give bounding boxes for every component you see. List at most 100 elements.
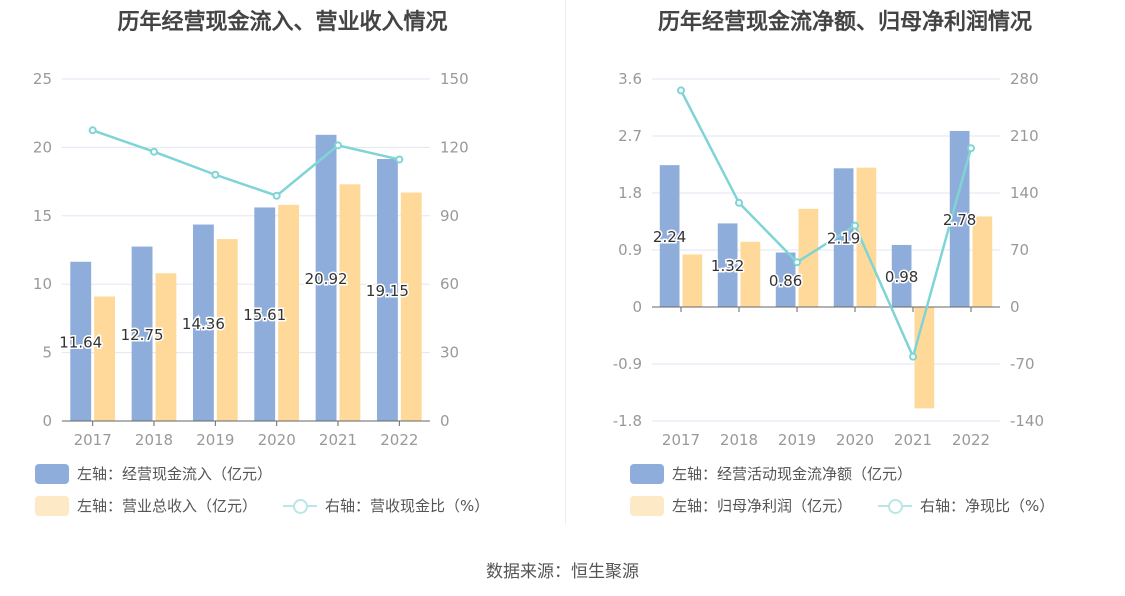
bar-series-2 [682, 254, 703, 307]
right-axis-tick: 280 [1010, 70, 1039, 88]
right-axis-tick: 0 [1010, 298, 1020, 316]
line-point [793, 258, 801, 267]
bar-data-label: 20.92 [305, 270, 348, 288]
right-axis-tick: 70 [1010, 241, 1029, 259]
x-axis-tick-label: 2018 [135, 431, 173, 449]
left-axis-tick: 25 [33, 70, 52, 88]
legend-swatch-orange [35, 495, 69, 516]
legend-label: 右轴：营收现金比（%） [325, 497, 490, 515]
legend-label: 左轴：经营现金流入（亿元） [77, 465, 273, 483]
bar-series-2 [798, 208, 819, 307]
right-axis-tick: 120 [440, 138, 469, 156]
legend-item-ratio[interactable]: 右轴：营收现金比（%） [283, 495, 489, 516]
bar-data-label: 2.78 [943, 211, 976, 229]
left-axis-tick: 15 [33, 207, 52, 225]
left-axis-tick: 0.9 [618, 241, 642, 259]
left-axis-tick: 3.6 [618, 70, 642, 88]
bar-series-1 [833, 168, 854, 307]
bar-series-2 [216, 239, 238, 421]
x-axis-tick-label: 2021 [319, 431, 357, 449]
bar-series-2 [400, 192, 422, 421]
legend-swatch-orange [630, 495, 664, 516]
x-axis-tick-label: 2020 [836, 431, 874, 449]
left-axis-tick: -1.8 [613, 412, 642, 430]
data-source: 数据来源：恒生聚源 [486, 562, 639, 582]
bar-series-1 [659, 165, 680, 307]
right-axis-tick: 140 [1010, 184, 1039, 202]
left-axis-tick: 5 [42, 344, 52, 362]
x-axis-tick-label: 2017 [74, 431, 112, 449]
right-axis-tick: -70 [1010, 355, 1035, 373]
bar-series-1 [315, 134, 337, 422]
x-axis-tick-label: 2017 [662, 431, 700, 449]
right-axis-tick: -140 [1010, 412, 1044, 430]
bar-series-1 [131, 246, 153, 421]
line-point [150, 147, 158, 156]
line-point [334, 141, 342, 150]
x-axis-tick-label: 2022 [380, 431, 418, 449]
legend-label: 右轴：净现比（%） [920, 497, 1055, 515]
legend-item-cash-inflow[interactable]: 左轴：经营现金流入（亿元） [35, 463, 272, 484]
left-axis-tick: 10 [33, 275, 52, 293]
legend-label: 左轴：经营活动现金流净额（亿元） [672, 465, 913, 483]
legend-item-net-ratio[interactable]: 右轴：净现比（%） [878, 495, 1054, 516]
bar-series-2 [278, 204, 300, 421]
right-axis-tick: 90 [440, 207, 459, 225]
right-axis-tick: 30 [440, 344, 459, 362]
left-axis-tick: -0.9 [613, 355, 642, 373]
line-point [909, 352, 917, 361]
bar-data-label: 2.24 [653, 228, 686, 246]
chart-title-left: 历年经营现金流入、营业收入情况 [117, 10, 448, 35]
x-axis-tick-label: 2019 [196, 431, 234, 449]
x-axis-tick-label: 2020 [258, 431, 296, 449]
legend-line-icon [878, 496, 912, 516]
bar-series-2 [972, 216, 993, 307]
divider [565, 0, 566, 525]
bar-series-2 [94, 296, 116, 421]
right-axis-tick: 0 [440, 412, 450, 430]
legend-item-net-profit[interactable]: 左轴：归母净利润（亿元） [630, 495, 852, 516]
bar-series-1 [254, 207, 276, 421]
bar-series-2 [339, 184, 361, 421]
bar-series-2 [155, 273, 177, 421]
line-series [92, 129, 400, 198]
bar-data-label: 0.98 [885, 268, 918, 286]
bar-data-label: 14.36 [182, 315, 225, 333]
bar-data-label: 12.75 [121, 326, 164, 344]
bar-data-label: 11.64 [59, 333, 102, 351]
line-point [88, 126, 97, 135]
legend-item-net-cash[interactable]: 左轴：经营活动现金流净额（亿元） [630, 463, 912, 484]
line-point [735, 198, 743, 207]
bar-series-1 [891, 244, 912, 307]
right-axis-tick: 150 [440, 70, 469, 88]
chart-title-right: 历年经营现金流净额、归母净利润情况 [657, 10, 1032, 35]
bar-series-2 [740, 241, 761, 307]
bar-series-1 [376, 159, 398, 421]
bar-series-1 [717, 223, 738, 307]
right-axis-tick: 60 [440, 275, 459, 293]
x-axis-tick-label: 2019 [778, 431, 816, 449]
bar-data-label: 1.32 [711, 257, 744, 275]
legend-line-icon [283, 496, 317, 516]
bar-series-2 [856, 167, 877, 307]
bar-data-label: 0.86 [769, 272, 802, 290]
left-axis-tick: 0 [632, 298, 642, 316]
legend-swatch-blue [35, 463, 69, 484]
legend-item-revenue[interactable]: 左轴：营业总收入（亿元） [35, 495, 257, 516]
x-axis-tick-label: 2018 [720, 431, 758, 449]
legend-swatch-blue [630, 463, 664, 484]
bar-data-label: 15.61 [243, 306, 286, 324]
left-axis-tick: 0 [42, 412, 52, 430]
bar-series-1 [775, 252, 796, 307]
left-axis-tick: 1.8 [618, 184, 642, 202]
line-point [272, 191, 281, 200]
line-point [967, 144, 975, 153]
bar-series-1 [70, 261, 92, 421]
line-point [677, 86, 685, 95]
right-axis-tick: 210 [1010, 127, 1039, 145]
line-point [211, 170, 220, 179]
x-axis-tick-label: 2022 [952, 431, 990, 449]
line-series [679, 89, 973, 361]
bar-series-1 [192, 224, 214, 421]
